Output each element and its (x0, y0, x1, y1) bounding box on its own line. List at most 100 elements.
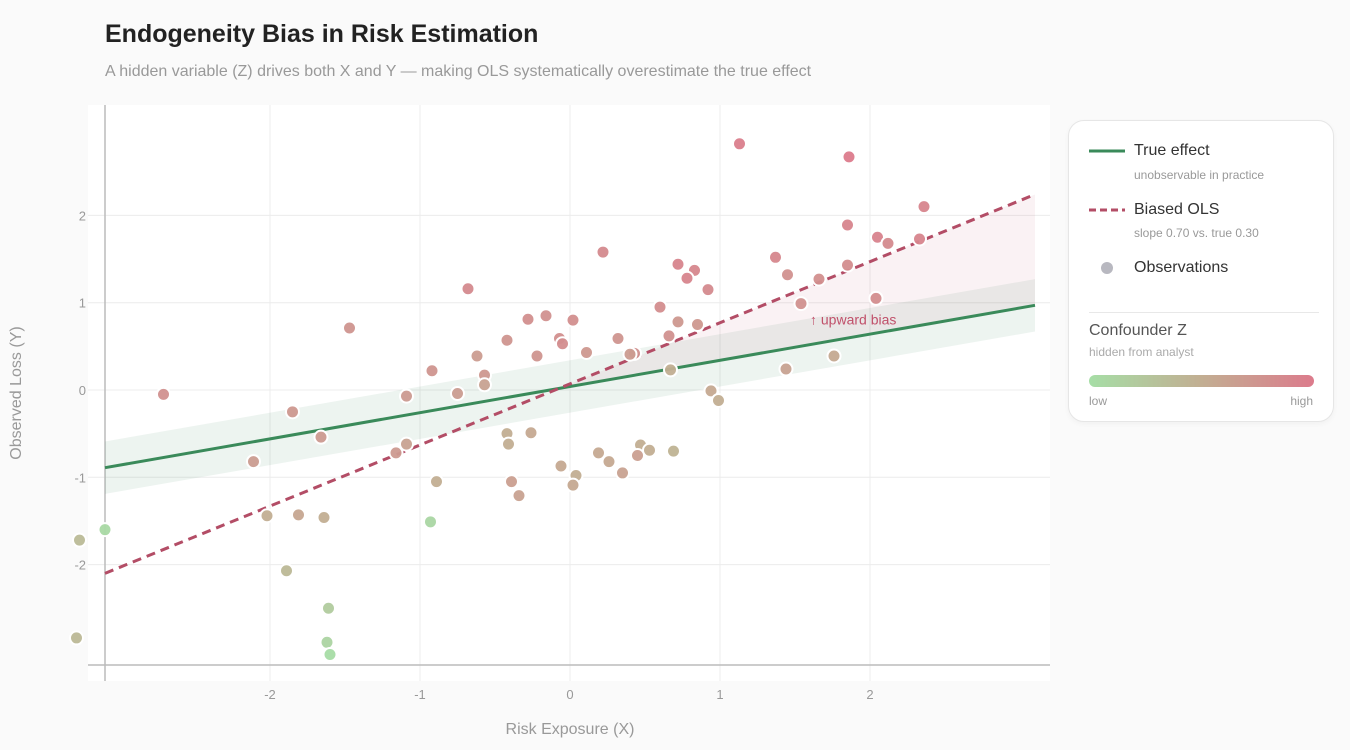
observation-point (246, 454, 261, 470)
plot-background (88, 105, 1050, 681)
biased-ols-line (104, 193, 1036, 575)
observation-point (690, 317, 705, 333)
regression-lines (104, 193, 1036, 575)
observation-point (501, 436, 516, 452)
y-tick-label: 1 (79, 296, 86, 311)
observation-point (663, 362, 678, 378)
bias-region (558, 194, 1035, 389)
observation-point (450, 385, 465, 401)
observation-point (880, 235, 896, 251)
observation-point (477, 377, 492, 393)
x-tick-label: 2 (866, 687, 873, 702)
observation-point (661, 328, 677, 344)
observation-point (72, 532, 87, 548)
y-tick-label: -2 (74, 558, 86, 573)
y-tick-label: 2 (79, 208, 86, 223)
legend-true-label: True effect (1134, 142, 1210, 159)
observation-point (156, 386, 171, 402)
observation-point (429, 474, 444, 490)
legend-true-swatch (1089, 144, 1125, 158)
observation-point (595, 244, 611, 260)
observation-point (826, 348, 842, 364)
observation-point (868, 290, 884, 306)
observation-point (316, 509, 332, 525)
observation-point (553, 458, 569, 474)
true-effect-line (104, 303, 1036, 470)
x-axis-label: Risk Exposure (X) (506, 721, 635, 738)
observation-point (840, 257, 855, 273)
observation-point (399, 436, 414, 452)
grid (88, 105, 1050, 681)
confounder-high-label: high (1290, 394, 1313, 408)
confounder-note: hidden from analyst (1089, 345, 1194, 359)
x-tick-label: -2 (264, 687, 276, 702)
legend-true-effect: True effect (1089, 142, 1210, 160)
observation-point (703, 383, 719, 399)
observation-point (399, 388, 414, 404)
x-tick-label: -1 (414, 687, 426, 702)
observation-point (778, 361, 794, 377)
observation-point (768, 249, 783, 265)
observation-point (615, 465, 630, 481)
observation-point (469, 348, 485, 364)
observation-point (511, 488, 527, 504)
observation-points (69, 136, 932, 663)
y-axis-label: Observed Loss (Y) (8, 326, 25, 459)
upward-bias-annotation: ↑ upward bias (810, 312, 896, 328)
observation-point (313, 429, 329, 445)
legend-panel: True effect unobservable in practice Bia… (1068, 120, 1334, 422)
observation-point (319, 634, 335, 650)
observation-point (912, 231, 927, 247)
observation-point (610, 330, 626, 346)
legend-obs-swatch (1089, 261, 1125, 275)
observation-point (342, 320, 357, 336)
observation-point (732, 136, 747, 152)
observation-point (388, 445, 404, 461)
observation-point (538, 308, 554, 324)
observation-point (423, 514, 438, 530)
observation-point (711, 392, 726, 408)
chart-title: Endogeneity Bias in Risk Estimation (105, 20, 539, 48)
observation-point (321, 600, 336, 616)
chart-subtitle: A hidden variable (Z) drives both X and … (105, 63, 812, 80)
observation-point (523, 425, 539, 441)
scatter-plot: -2 -1 0 1 2 -2 -1 0 1 2 ↑ upward bias Risk Exposu… (8, 105, 1050, 738)
y-tick-label: -1 (74, 470, 86, 485)
observation-point (652, 299, 668, 315)
legend-observations: Observations (1089, 259, 1228, 277)
observation-point (630, 447, 645, 463)
observation-point (279, 563, 294, 579)
observation-point (579, 344, 594, 360)
observation-point (565, 312, 581, 328)
observation-point (793, 296, 809, 312)
observation-point (555, 336, 570, 352)
observation-point (811, 271, 827, 287)
observation-point (916, 199, 932, 215)
legend-true-note: unobservable in practice (1134, 168, 1265, 182)
observation-point (424, 363, 440, 379)
observation-point (291, 507, 306, 523)
x-tick-label: 1 (716, 687, 723, 702)
observation-point (565, 477, 581, 493)
observation-point (780, 267, 795, 283)
axes: -2 -1 0 1 2 -2 -1 0 1 2 (74, 105, 1050, 702)
observation-point (460, 281, 476, 297)
observation-point (622, 346, 638, 362)
legend-biased-ols: Biased OLS (1089, 201, 1219, 219)
observation-point (322, 647, 338, 663)
legend-ols-note: slope 0.70 vs. true 0.30 (1134, 226, 1259, 240)
y-tick-label: 0 (79, 383, 86, 398)
observation-point (679, 270, 695, 286)
legend-ols-label: Biased OLS (1134, 201, 1220, 218)
observation-point (591, 445, 606, 461)
observation-point (97, 522, 113, 538)
x-tick-label: 0 (566, 687, 573, 702)
observation-point (285, 404, 300, 420)
observation-point (666, 443, 681, 459)
observation-point (841, 149, 857, 165)
observation-point (529, 348, 545, 364)
observation-point (670, 256, 686, 272)
confounder-gradient-bar (1089, 375, 1314, 387)
observation-point (840, 217, 855, 233)
observation-point (499, 332, 515, 348)
